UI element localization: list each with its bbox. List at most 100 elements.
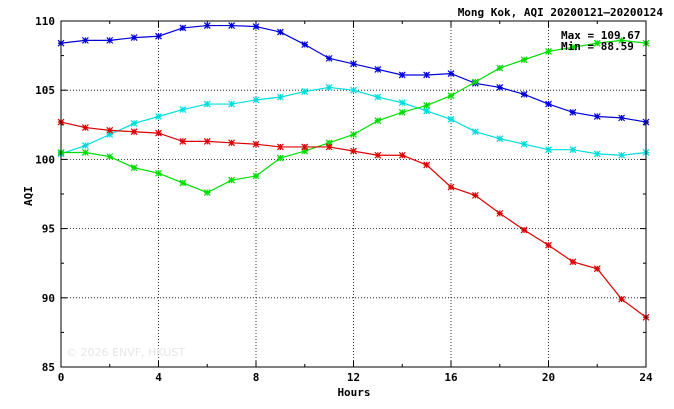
series-1-point-4 — [155, 32, 162, 40]
series-3-point-12 — [350, 131, 357, 138]
series-4-point-14 — [398, 151, 406, 159]
series-2-point-5 — [179, 106, 187, 114]
series-2-point-16 — [447, 115, 455, 123]
x-tick-label-12: 12 — [347, 371, 360, 384]
series-3-point-2 — [106, 153, 114, 161]
series-2-point-19 — [520, 140, 528, 148]
series-2-point-12 — [350, 86, 357, 94]
series-3-point-5 — [179, 179, 187, 187]
x-tick-label-16: 16 — [444, 371, 458, 384]
series-3-point-16 — [447, 92, 455, 100]
tick-labels: 0 4 8 12 16 20 24 85 90 95 100 105 110 — [35, 15, 653, 384]
series-2-point-11 — [325, 84, 333, 91]
plot-frame — [60, 20, 647, 368]
series-1-point-23 — [618, 114, 626, 122]
series-1-point-7 — [228, 22, 236, 29]
watermark: © 2026 ENVF, HKUST — [66, 346, 185, 359]
y-tick-label-85: 85 — [42, 361, 55, 374]
series-3-point-11 — [325, 139, 333, 147]
series-3-point-22 — [593, 39, 601, 47]
series-3-point-17 — [471, 78, 479, 86]
y-tick-label-105: 105 — [35, 84, 55, 97]
series-4-point-16 — [447, 183, 455, 191]
min-stat: Min = 88.59 — [561, 40, 634, 53]
series-3-point-13 — [374, 117, 382, 125]
series-1-point-1 — [81, 36, 89, 44]
series-2-point-21 — [569, 146, 577, 154]
series-2-point-6 — [203, 100, 211, 108]
series-3-point-9 — [276, 154, 284, 162]
series-1-point-10 — [301, 41, 309, 48]
series-2-point-2 — [106, 131, 114, 138]
series-3-point-23 — [618, 36, 626, 44]
x-tick-label-24: 24 — [639, 371, 653, 384]
series-3-point-19 — [520, 56, 528, 64]
series-4-point-2 — [106, 126, 114, 134]
series-2-point-3 — [130, 119, 138, 127]
series-3-point-4 — [155, 169, 162, 177]
series-1 — [57, 22, 650, 126]
series-2-point-20 — [545, 146, 552, 154]
series-4-point-8 — [252, 140, 260, 148]
series-3-point-3 — [130, 164, 138, 172]
series-4-point-18 — [496, 209, 504, 217]
series-4-point-3 — [130, 128, 138, 136]
y-tick-label-110: 110 — [35, 15, 55, 28]
series-1-point-3 — [130, 34, 138, 42]
series-4-point-12 — [350, 147, 357, 155]
series-2-point-23 — [618, 151, 626, 159]
series-2-point-22 — [593, 150, 601, 158]
series-1-point-11 — [325, 54, 333, 62]
series-3-point-1 — [81, 149, 89, 156]
series-1-point-8 — [252, 23, 260, 30]
series-2-point-15 — [423, 107, 431, 115]
series-3-point-10 — [301, 147, 309, 155]
series-1-point-12 — [350, 60, 357, 68]
x-tick-label-20: 20 — [542, 371, 555, 384]
series-2-point-18 — [496, 135, 504, 143]
series-4-point-5 — [179, 137, 187, 145]
series-4-point-4 — [155, 129, 162, 137]
series-2-point-13 — [374, 93, 382, 101]
series-1-point-18 — [496, 84, 504, 91]
series-4-point-15 — [423, 161, 431, 169]
series-2-point-8 — [252, 96, 260, 104]
series-4-point-23 — [618, 295, 626, 303]
series-1-point-9 — [276, 28, 284, 36]
series-4-point-6 — [203, 137, 211, 145]
series-4-point-9 — [276, 143, 284, 151]
grid — [61, 21, 646, 367]
y-axis-label: AQI — [22, 186, 35, 206]
series-2-point-4 — [155, 113, 162, 120]
series-4-point-21 — [569, 258, 577, 266]
x-axis-label: Hours — [337, 386, 370, 399]
series-4-point-11 — [325, 143, 333, 151]
series-3-point-21 — [569, 43, 577, 51]
series-2-point-9 — [276, 93, 284, 101]
series-4-point-13 — [374, 151, 382, 159]
series-4-point-20 — [545, 241, 552, 249]
series-4-point-7 — [228, 139, 236, 147]
x-tick-label-0: 0 — [58, 371, 65, 384]
series-3-point-14 — [398, 108, 406, 116]
series-4-point-22 — [593, 265, 601, 273]
series-4-point-17 — [471, 191, 479, 199]
series-1-point-15 — [423, 71, 431, 79]
y-tick-label-100: 100 — [35, 153, 55, 166]
series-1-point-16 — [447, 70, 455, 78]
chart-title: Mong Kok, AQI 20200121–20200124 — [458, 6, 664, 19]
series-2-point-17 — [471, 128, 479, 136]
series-2-point-7 — [228, 100, 236, 108]
y-tick-label-90: 90 — [42, 292, 55, 305]
series-1-point-13 — [374, 66, 382, 73]
series-3-point-7 — [228, 176, 236, 184]
series-2-point-1 — [81, 142, 89, 149]
series-2-point-14 — [398, 99, 406, 107]
x-tick-label-4: 4 — [155, 371, 162, 384]
max-stat: Max = 109.67 — [561, 29, 640, 42]
series-3-point-15 — [423, 101, 431, 109]
series-3-point-20 — [545, 48, 552, 55]
x-tick-label-8: 8 — [253, 371, 260, 384]
series-4-point-19 — [520, 226, 528, 234]
